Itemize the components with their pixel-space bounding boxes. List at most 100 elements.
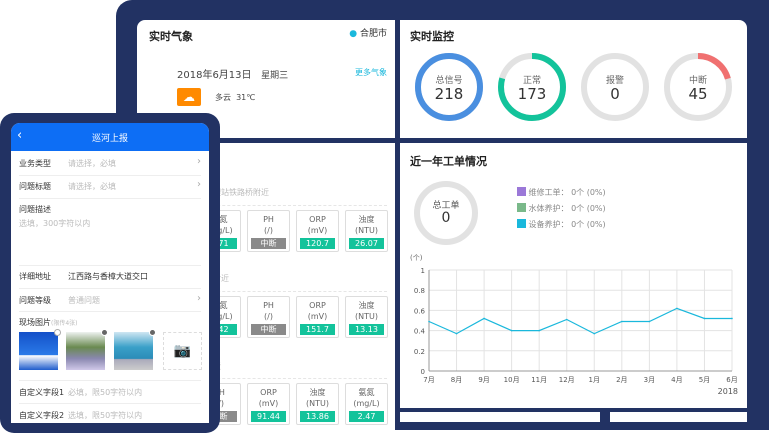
- weather-temp: 31℃: [236, 93, 256, 102]
- monitor-title: 实时监控: [410, 30, 454, 43]
- data-point: [538, 329, 540, 332]
- camera-icon: 📷: [173, 343, 192, 359]
- weather-title: 实时气象: [149, 30, 193, 43]
- field-label: 问题标题: [19, 182, 51, 191]
- location-pin-icon: ●: [349, 29, 358, 39]
- data-point: [593, 332, 596, 335]
- data-point: [455, 332, 458, 335]
- monitor-ring-0[interactable]: 总信号 218: [413, 51, 485, 123]
- total-workorder-ring: [414, 181, 478, 245]
- back-icon[interactable]: ‹: [17, 128, 23, 143]
- x-tick-label: 3月: [644, 376, 655, 384]
- monitor-card: 实时监控 总信号 218 正常 173 报警 0 中断 45: [400, 20, 747, 138]
- add-photo-button[interactable]: 📷: [163, 332, 202, 370]
- metric-box[interactable]: PH(/)中断: [247, 210, 290, 252]
- ring-label: 报警: [605, 76, 624, 86]
- x-tick-label: 2月: [616, 376, 627, 384]
- metric-value: 中断: [251, 324, 286, 335]
- y-tick-label: 1: [421, 267, 425, 275]
- y-tick-label: 0.2: [414, 348, 425, 356]
- weather-weekday: 星期三: [261, 71, 289, 81]
- data-point: [483, 317, 485, 320]
- x-tick-label: 6月: [726, 376, 737, 384]
- ring-label: 总信号: [435, 76, 463, 86]
- ring-value: 218: [434, 85, 464, 103]
- legend-swatch: [517, 187, 526, 196]
- x-tick-label: 9月: [478, 376, 489, 384]
- monitor-ring-2[interactable]: 报警 0: [579, 51, 651, 123]
- photo-thumbnail[interactable]: [19, 329, 61, 370]
- photo-thumbnail[interactable]: [66, 329, 108, 370]
- legend-item: 维修工单： 0个 (0%): [517, 187, 606, 198]
- x-tick-label: 5月: [699, 376, 710, 384]
- city-name: 合肥市: [359, 29, 387, 39]
- ring-gauge: [664, 53, 732, 121]
- metric-value: 13.86: [300, 411, 335, 422]
- ring-label: 中断: [688, 76, 707, 86]
- field-placeholder: 请选择，必填: [68, 159, 116, 168]
- remove-photo-icon[interactable]: [101, 329, 108, 336]
- y-tick-label: 0.8: [414, 287, 425, 295]
- y-axis-unit: (个): [410, 254, 423, 262]
- total-workorder-value: 0: [441, 210, 451, 226]
- ring-value: 45: [688, 85, 708, 103]
- field-label: 业务类型: [19, 159, 51, 168]
- year-label: 2018: [718, 387, 738, 396]
- chevron-right-icon: ›: [197, 156, 201, 167]
- monitor-ring-3[interactable]: 中断 45: [662, 51, 734, 123]
- data-point: [648, 320, 651, 323]
- metric-box[interactable]: ORP (mV) 120.7: [296, 210, 339, 252]
- ring-value: 173: [517, 85, 547, 103]
- monitor-ring-1[interactable]: 正常 173: [496, 51, 568, 123]
- data-point: [565, 318, 568, 321]
- metric-box[interactable]: ORP (mV) 151.7: [296, 296, 339, 338]
- metric-box[interactable]: 浊度 (NTU) 26.07: [345, 210, 388, 252]
- series-line: [428, 307, 732, 335]
- metric-box[interactable]: 浊度 (NTU) 13.13: [345, 296, 388, 338]
- x-tick-label: 4月: [671, 376, 682, 384]
- phone-header: ‹ 巡河上报: [11, 123, 209, 151]
- metric-value: 26.07: [349, 238, 384, 249]
- legend-swatch: [517, 203, 526, 212]
- workorder-card: 近一年工单情况 总工单 0 维修工单： 0个 (0%) 水体养护： 0个 (0%…: [400, 143, 747, 408]
- phone-screen: ‹ 巡河上报 业务类型 请选择，必填 › 问题标题 请选择，必填 › 问题描述 选填，3…: [11, 123, 209, 423]
- metric-box[interactable]: PH(/)中断: [247, 296, 290, 338]
- data-point: [676, 307, 678, 310]
- x-tick-label: 8月: [451, 376, 462, 384]
- bottom-card-2: [610, 412, 747, 422]
- x-tick-label: 11月: [531, 376, 547, 384]
- metric-box[interactable]: ORP (mV) 91.44: [247, 383, 290, 425]
- chevron-right-icon: ›: [197, 179, 201, 190]
- data-point: [703, 317, 706, 320]
- ring-label: 正常: [522, 76, 541, 86]
- partly-cloudy-icon: ☁: [177, 88, 201, 106]
- data-point: [621, 320, 623, 323]
- data-point: [428, 320, 430, 323]
- metric-value: 151.7: [300, 324, 335, 335]
- y-tick-label: 0.6: [414, 307, 426, 315]
- metric-box[interactable]: 氨氮 (mg/L) 2.47: [345, 383, 388, 425]
- workorder-line-chart: (个) 0 0.2 0.4 0.6 0.8 1 7月 8月 9月 10月 11月 12月 1月 2月 3月 4月…: [410, 254, 738, 396]
- weather-date: 2018年6月13日: [177, 70, 252, 81]
- x-tick-label: 12月: [559, 376, 575, 384]
- city-selector[interactable]: ● 合肥市: [349, 26, 387, 39]
- metric-value: 91.44: [251, 411, 286, 422]
- x-tick-label: 7月: [423, 376, 434, 384]
- remove-photo-icon[interactable]: [149, 329, 156, 336]
- metric-box[interactable]: 浊度 (NTU) 13.86: [296, 383, 339, 425]
- chevron-right-icon: ›: [197, 293, 201, 304]
- workorder-title: 近一年工单情况: [410, 155, 487, 168]
- y-tick-label: 0: [421, 368, 425, 376]
- weather-condition: 多云: [215, 93, 231, 102]
- data-point: [731, 317, 733, 320]
- metric-value: 120.7: [300, 238, 335, 249]
- metric-value: 中断: [251, 238, 286, 249]
- legend-item: 水体养护： 0个 (0%): [517, 203, 606, 214]
- x-tick-label: 1月: [589, 376, 600, 384]
- remove-photo-icon[interactable]: [54, 329, 61, 336]
- photo-thumbnail[interactable]: [114, 329, 156, 370]
- ring-gauge: [581, 53, 649, 121]
- ring-gauge: [415, 53, 483, 121]
- more-weather-link[interactable]: 更多气象: [355, 68, 387, 77]
- metric-value: 13.13: [349, 324, 384, 335]
